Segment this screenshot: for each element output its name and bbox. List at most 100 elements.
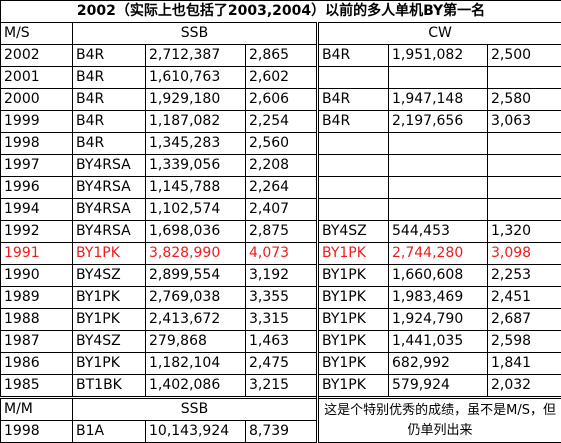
cw-cell — [318, 199, 389, 221]
cw-cell — [389, 67, 488, 89]
cw-cell: 2,197,656 — [389, 111, 488, 133]
cw-cell — [318, 177, 389, 199]
cw-cell: BY1PK — [318, 287, 389, 309]
ssb-cell: 2,602 — [246, 67, 318, 89]
cw-cell: 1,983,469 — [389, 287, 488, 309]
ssb-cell: 3,828,990 — [146, 243, 246, 265]
cw-cell: 1,660,608 — [389, 265, 488, 287]
cw-cell — [318, 67, 389, 89]
year-cell: 1990 — [1, 265, 73, 287]
ssb-cell: 4,073 — [246, 243, 318, 265]
year-cell: 2001 — [1, 67, 73, 89]
ssb-cell: B1A — [73, 421, 146, 443]
ssb-cell: BY1PK — [73, 243, 146, 265]
year-cell: 1999 — [1, 111, 73, 133]
cw-cell: BY4SZ — [318, 221, 389, 243]
ssb-cell: 3,315 — [246, 309, 318, 331]
cw-cell: 682,992 — [389, 353, 488, 375]
cw-cell — [318, 155, 389, 177]
cw-cell: BY1PK — [318, 331, 389, 353]
year-cell: 1987 — [1, 331, 73, 353]
ssb-cell: 2,899,554 — [146, 265, 246, 287]
cw-cell: 1,951,082 — [389, 45, 488, 67]
cw-cell: 2,253 — [488, 265, 561, 287]
ssb-cell: BY4RSA — [73, 177, 146, 199]
year-cell: 1988 — [1, 309, 73, 331]
cw-cell: B4R — [318, 45, 389, 67]
cw-cell: 2,598 — [488, 331, 561, 353]
ssb-cell: 3,192 — [246, 265, 318, 287]
ssb-cell: 2,712,387 — [146, 45, 246, 67]
cw-cell: 544,453 — [389, 221, 488, 243]
cw-cell: 2,687 — [488, 309, 561, 331]
ssb-cell: 2,475 — [246, 353, 318, 375]
cw-cell: 3,098 — [488, 243, 561, 265]
ssb-cell: B4R — [73, 133, 146, 155]
header-cell: SSB — [73, 398, 318, 421]
ssb-cell: BY4RSA — [73, 221, 146, 243]
ssb-cell: 1,339,056 — [146, 155, 246, 177]
ssb-cell: BY4SZ — [73, 331, 146, 353]
cw-cell — [488, 199, 561, 221]
cw-cell: 3,063 — [488, 111, 561, 133]
year-cell: 1992 — [1, 221, 73, 243]
cw-cell: 1,441,035 — [389, 331, 488, 353]
header-cell: SSB — [73, 23, 318, 45]
note-cell: 这是个特别优秀的成绩，虽不是M/S，但仍单列出来 — [318, 398, 561, 443]
cw-cell: BY1PK — [318, 243, 389, 265]
header-cell: CW — [318, 23, 561, 45]
ssb-cell: 2,769,038 — [146, 287, 246, 309]
ssb-cell: 2,264 — [246, 177, 318, 199]
table-row: 2002（实际上也包括了2003,2004）以前的多人单机BY第一名 — [1, 1, 561, 23]
header-cell: M/S — [1, 23, 73, 45]
ssb-cell: 8,739 — [246, 421, 318, 443]
year-cell: 1994 — [1, 199, 73, 221]
cw-cell: 2,451 — [488, 287, 561, 309]
year-cell: 1998 — [1, 133, 73, 155]
cw-cell: BY1PK — [318, 375, 389, 398]
ssb-cell: 2,407 — [246, 199, 318, 221]
ssb-cell: 3,215 — [246, 375, 318, 398]
ssb-cell: BY1PK — [73, 309, 146, 331]
ssb-cell: 1,929,180 — [146, 89, 246, 111]
cw-cell: BY1PK — [318, 353, 389, 375]
year-cell: 1997 — [1, 155, 73, 177]
ssb-cell: 2,560 — [246, 133, 318, 155]
cw-cell: 1,924,790 — [389, 309, 488, 331]
ssb-cell: 1,402,086 — [146, 375, 246, 398]
cw-cell: 2,580 — [488, 89, 561, 111]
ssb-cell: 1,182,104 — [146, 353, 246, 375]
year-cell: 1996 — [1, 177, 73, 199]
ssb-cell: B4R — [73, 111, 146, 133]
year-cell: 1991 — [1, 243, 73, 265]
cw-cell: 1,320 — [488, 221, 561, 243]
ssb-cell: 2,875 — [246, 221, 318, 243]
ssb-cell: BY1PK — [73, 287, 146, 309]
cw-cell — [389, 155, 488, 177]
header-cell: M/M — [1, 398, 73, 421]
ssb-cell: 10,143,924 — [146, 421, 246, 443]
ssb-cell: 2,254 — [246, 111, 318, 133]
ssb-cell: 1,145,788 — [146, 177, 246, 199]
ssb-cell: 1,698,036 — [146, 221, 246, 243]
year-cell: 1986 — [1, 353, 73, 375]
cw-cell — [389, 177, 488, 199]
table-title: 2002（实际上也包括了2003,2004）以前的多人单机BY第一名 — [1, 1, 561, 23]
